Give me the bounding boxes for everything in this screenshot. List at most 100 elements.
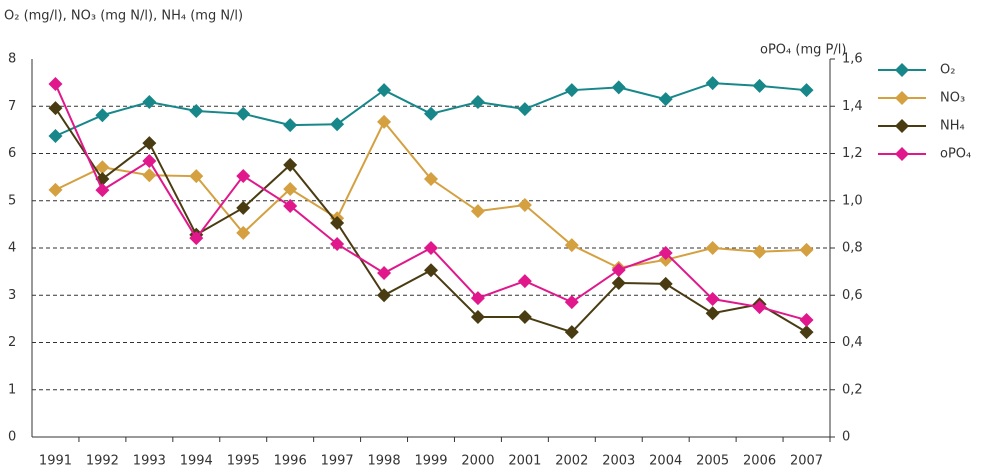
marker	[48, 77, 63, 92]
marker	[658, 276, 673, 291]
marker	[142, 168, 157, 183]
x-tick-label: 1997	[321, 454, 354, 468]
y-axis-label: O₂ (mg/l), NO₃ (mg N/l), NH₄ (mg N/l)	[4, 9, 243, 24]
marker	[377, 288, 392, 303]
marker	[330, 117, 345, 132]
x-tick-label: 1991	[39, 454, 72, 468]
x-tick-label: 1996	[274, 454, 307, 468]
y2-tick-label: 1,2	[842, 146, 863, 161]
marker	[799, 325, 814, 340]
marker	[142, 94, 157, 109]
legend-marker	[895, 119, 909, 133]
x-tick-label: 2007	[790, 454, 823, 468]
marker	[283, 198, 298, 213]
y-tick-label: 3	[8, 288, 16, 303]
marker	[424, 241, 438, 255]
marker	[142, 136, 157, 151]
legend-label: NH₄	[940, 119, 965, 134]
marker	[283, 157, 298, 172]
marker	[752, 244, 767, 259]
marker	[48, 182, 63, 197]
marker	[236, 168, 251, 183]
marker	[799, 83, 814, 98]
y-tick-label: 2	[8, 335, 16, 350]
legend-label: O₂	[940, 63, 955, 78]
x-tick-label: 2005	[696, 454, 729, 468]
marker	[377, 266, 392, 281]
marker	[377, 114, 392, 129]
x-tick-label: 2000	[461, 454, 494, 468]
marker	[48, 101, 63, 116]
marker	[330, 236, 345, 251]
y2-tick-label: 0,8	[842, 241, 863, 256]
marker	[705, 306, 720, 321]
marker	[48, 129, 63, 144]
y2-tick-label: 1,0	[842, 193, 863, 208]
x-tick-label: 1992	[86, 454, 119, 468]
marker	[517, 309, 532, 324]
marker	[517, 102, 532, 117]
marker	[424, 172, 438, 187]
marker	[95, 183, 110, 198]
marker	[95, 160, 110, 175]
x-tick-label: 2006	[743, 454, 776, 468]
marker	[470, 94, 485, 109]
marker	[236, 106, 251, 121]
y-tick-label: 6	[8, 146, 16, 161]
y-tick-label: 8	[8, 52, 16, 67]
y2-tick-label: 0,2	[842, 382, 863, 397]
marker	[705, 292, 720, 307]
marker	[611, 275, 626, 290]
marker	[564, 238, 579, 253]
y2-axis-label: oPO₄ (mg P/l)	[760, 43, 846, 58]
marker	[564, 295, 579, 310]
y2-tick-label: 0	[842, 430, 850, 445]
y2-tick-label: 0,6	[842, 288, 863, 303]
series-line	[54, 107, 808, 334]
marker	[236, 225, 251, 240]
marker	[517, 274, 532, 289]
marker	[424, 106, 438, 121]
x-tick-label: 2004	[649, 454, 682, 468]
y2-tick-label: 0,4	[842, 335, 863, 350]
x-tick-label: 1999	[414, 454, 447, 468]
y-tick-label: 7	[8, 99, 16, 114]
marker	[236, 200, 251, 215]
marker	[752, 300, 767, 315]
x-tick-label: 1993	[133, 454, 166, 468]
y-tick-label: 5	[8, 193, 16, 208]
x-tick-label: 2002	[555, 454, 588, 468]
marker	[424, 263, 438, 278]
legend-marker	[895, 63, 909, 77]
marker	[564, 325, 579, 340]
marker	[283, 181, 298, 196]
marker	[470, 204, 485, 219]
x-tick-label: 1994	[180, 454, 213, 468]
x-tick-label: 2001	[508, 454, 541, 468]
marker	[470, 309, 485, 324]
marker	[705, 76, 720, 91]
x-tick-label: 2003	[602, 454, 635, 468]
marker	[189, 169, 204, 184]
marker	[189, 103, 204, 118]
marker	[377, 83, 392, 98]
marker	[799, 313, 814, 328]
marker	[611, 262, 626, 277]
marker	[752, 78, 767, 93]
marker	[658, 245, 673, 260]
marker	[189, 231, 204, 246]
marker	[611, 80, 626, 95]
y2-tick-label: 1,6	[842, 52, 863, 67]
marker	[142, 154, 157, 169]
legend-label: oPO₄	[940, 147, 971, 162]
marker	[517, 198, 532, 213]
x-tick-label: 1998	[368, 454, 401, 468]
y2-tick-label: 1,4	[842, 99, 863, 114]
x-tick-label: 1995	[227, 454, 260, 468]
marker	[470, 291, 485, 306]
legend-label: NO₃	[940, 91, 965, 106]
y-tick-label: 4	[8, 241, 16, 256]
marker	[705, 241, 720, 255]
marker	[330, 215, 345, 230]
